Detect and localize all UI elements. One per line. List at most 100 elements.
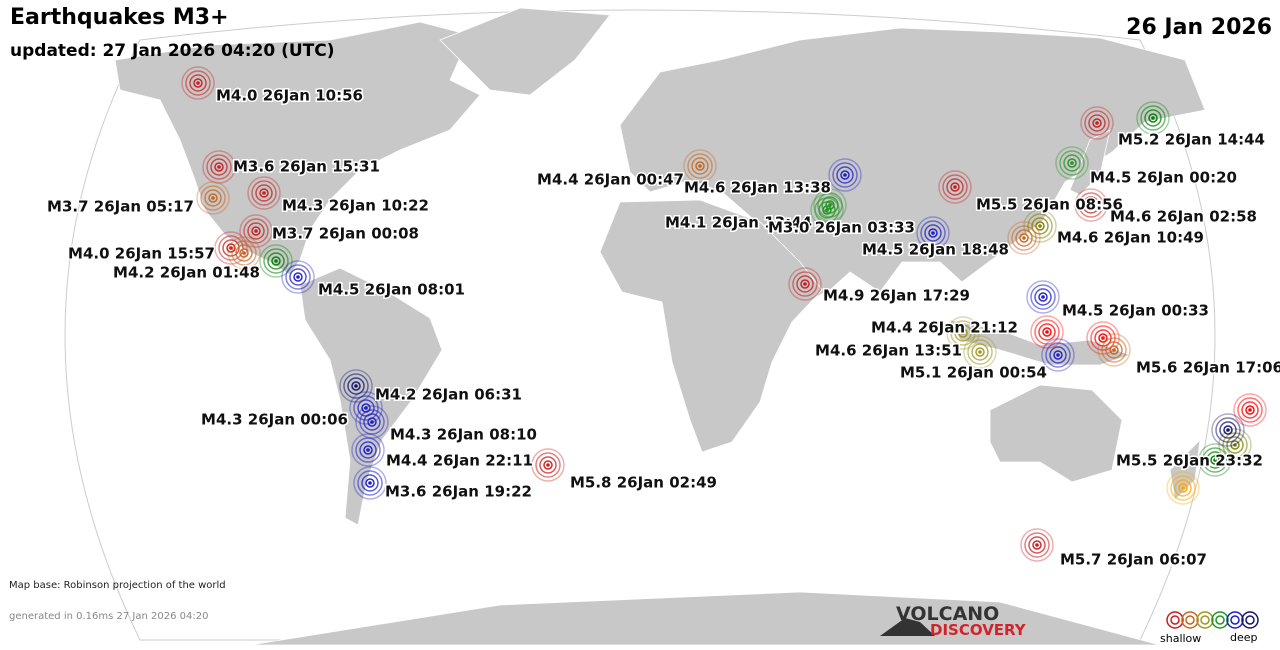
quake-label: M4.3 26Jan 10:22	[282, 197, 429, 215]
marker-ring	[255, 184, 273, 202]
marker-ring	[1059, 150, 1085, 176]
marker-ring	[349, 391, 383, 425]
title: Earthquakes M3+	[10, 5, 229, 30]
marker-dot	[1248, 408, 1252, 412]
marker-dot	[825, 208, 829, 212]
quake-label: M4.5 26Jan 00:33	[1062, 302, 1209, 320]
quake-label: M5.5 26Jan 23:32	[1116, 452, 1263, 470]
marker-ring	[832, 162, 858, 188]
marker-ring	[1237, 397, 1263, 423]
quake-marker	[202, 150, 236, 184]
legend-ring	[1226, 611, 1244, 629]
marker-ring	[367, 417, 377, 427]
marker-ring	[1210, 455, 1220, 465]
marker-ring	[1015, 229, 1033, 247]
marker-ring	[1042, 327, 1052, 337]
marker-ring	[1206, 451, 1224, 469]
quake-label: M4.5 26Jan 18:48	[862, 241, 1009, 259]
marker-dot	[1089, 203, 1093, 207]
quake-marker	[247, 176, 281, 210]
marker-dot	[1095, 121, 1099, 125]
marker-dot	[1070, 161, 1074, 165]
marker-ring	[1078, 192, 1104, 218]
quake-marker	[1136, 101, 1170, 135]
marker-ring	[828, 158, 862, 192]
quake-marker	[1007, 221, 1041, 255]
quake-marker	[1030, 315, 1064, 349]
legend-ring	[1241, 611, 1259, 629]
marker-ring	[351, 433, 385, 467]
marker-ring	[267, 252, 285, 270]
quake-marker	[196, 181, 230, 215]
marker-ring	[185, 70, 211, 96]
marker-ring	[243, 218, 269, 244]
marker-ring	[920, 220, 946, 246]
marker-ring	[1140, 105, 1166, 131]
marker-ring	[1233, 393, 1267, 427]
quake-marker	[946, 316, 980, 350]
marker-ring	[1032, 540, 1042, 550]
marker-ring	[1028, 536, 1046, 554]
quake-marker	[1218, 428, 1252, 462]
legend-ring	[1185, 615, 1195, 625]
quake-label: M4.6 26Jan 10:49	[1057, 229, 1204, 247]
marker-ring	[1166, 471, 1200, 505]
marker-ring	[214, 231, 248, 265]
quake-label: M5.8 26Jan 02:49	[570, 474, 717, 492]
marker-ring	[1098, 333, 1108, 343]
quake-label: M4.2 26Jan 01:48	[113, 264, 260, 282]
marker-ring	[1045, 342, 1071, 368]
marker-ring	[1026, 280, 1060, 314]
marker-dot	[368, 481, 372, 485]
marker-dot	[370, 420, 374, 424]
marker-ring	[975, 347, 985, 357]
quake-marker	[1055, 146, 1089, 180]
marker-ring	[950, 320, 976, 346]
marker-ring	[1086, 200, 1096, 210]
marker-ring	[788, 267, 822, 301]
marker-ring	[214, 162, 224, 172]
marker-dot	[978, 350, 982, 354]
marker-ring	[1024, 532, 1050, 558]
marker-ring	[942, 174, 968, 200]
quake-marker	[1020, 528, 1054, 562]
marker-ring	[814, 197, 840, 223]
marker-ring	[1034, 288, 1052, 306]
marker-dot	[1181, 486, 1185, 490]
marker-dot	[354, 384, 358, 388]
marker-dot	[1038, 224, 1042, 228]
marker-ring	[239, 248, 249, 258]
marker-ring	[1035, 221, 1045, 231]
quake-marker	[683, 149, 717, 183]
marker-ring	[938, 170, 972, 204]
marker-ring	[916, 216, 950, 250]
quake-label: M4.5 26Jan 00:20	[1090, 169, 1237, 187]
marker-dot	[698, 164, 702, 168]
marker-ring	[363, 445, 373, 455]
marker-ring	[800, 279, 810, 289]
marker-ring	[200, 185, 226, 211]
marker-dot	[274, 259, 278, 263]
marker-ring	[226, 243, 236, 253]
quake-marker	[1211, 413, 1245, 447]
marker-dot	[217, 165, 221, 169]
marker-ring	[1174, 479, 1192, 497]
marker-ring	[206, 154, 232, 180]
marker-ring	[1053, 350, 1063, 360]
marker-ring	[210, 158, 228, 176]
marker-ring	[1031, 217, 1049, 235]
quake-label: M4.3 26Jan 08:10	[390, 426, 537, 444]
marker-dot	[211, 196, 215, 200]
marker-ring	[361, 474, 379, 492]
marker-ring	[239, 214, 273, 248]
marker-ring	[227, 236, 261, 270]
marker-ring	[1074, 188, 1108, 222]
updated: updated: 27 Jan 2026 04:20 (UTC)	[10, 41, 335, 61]
marker-ring	[836, 166, 854, 184]
quake-marker	[938, 170, 972, 204]
quake-label: M4.6 26Jan 13:51	[815, 342, 962, 360]
quake-marker	[1080, 106, 1114, 140]
marker-ring	[259, 244, 293, 278]
marker-ring	[1109, 345, 1119, 355]
marker-ring	[1011, 225, 1037, 251]
